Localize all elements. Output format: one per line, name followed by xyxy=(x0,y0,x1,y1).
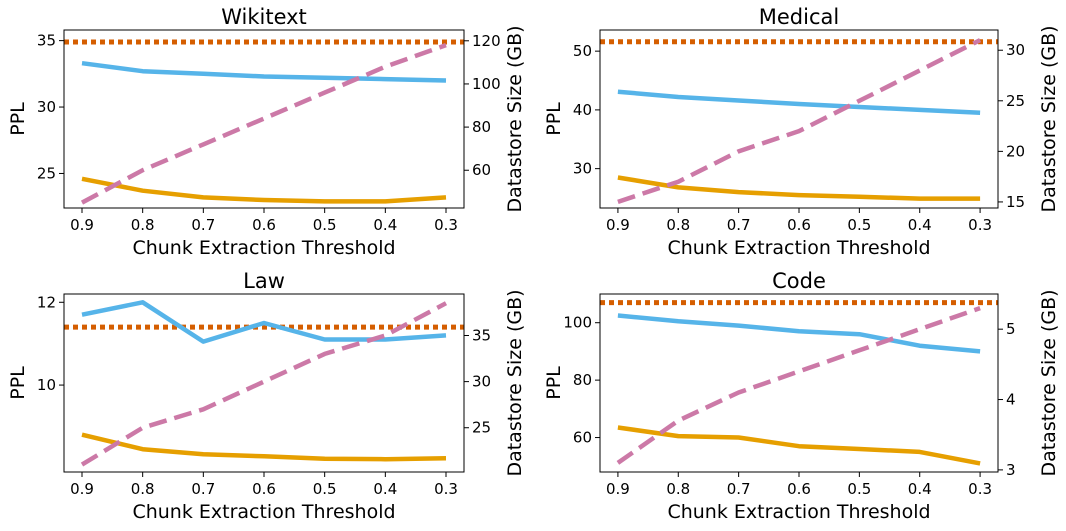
x-tick-label: 0.9 xyxy=(70,216,94,234)
series-line-1 xyxy=(81,176,447,204)
y-tick-label: 50 xyxy=(573,42,592,60)
x-tick-label: 0.7 xyxy=(727,216,751,234)
plot-area xyxy=(64,39,464,205)
y-tick-label: 40 xyxy=(573,101,592,119)
plot-area xyxy=(600,300,998,466)
y2-tick-label: 15 xyxy=(1006,193,1025,211)
y-tick-label: 25 xyxy=(37,164,56,182)
y-tick-label: 80 xyxy=(573,371,592,389)
plot-area xyxy=(64,300,464,467)
y2-tick-label: 25 xyxy=(1006,92,1025,110)
series-line-2 xyxy=(80,42,447,205)
y2-axis-title: Datastore Size (GB) xyxy=(504,25,526,212)
x-tick-label: 0.6 xyxy=(252,216,276,234)
y-tick-label: 35 xyxy=(37,32,56,50)
y-tick-label: 60 xyxy=(573,429,592,447)
y-axis-title: PPL xyxy=(543,102,565,136)
y-axis-title: PPL xyxy=(7,366,29,400)
series-line-0 xyxy=(617,313,981,354)
x-tick-label: 0.8 xyxy=(666,216,690,234)
y2-tick-label: 100 xyxy=(472,75,501,93)
x-tick-label: 0.3 xyxy=(434,480,458,498)
panel-code: 0.9 0.8 0.7 0.6 0.5 0.4 0.3 60 80 100 3 4 5 Code Chunk… xyxy=(543,269,1060,523)
series-line-0 xyxy=(81,300,447,344)
series-line-2 xyxy=(617,38,982,205)
y-tick-label: 100 xyxy=(563,314,592,332)
y2-tick-label: 30 xyxy=(1006,41,1025,59)
series-line-0 xyxy=(617,89,981,116)
y2-tick-label: 35 xyxy=(472,327,491,345)
series-line-0 xyxy=(81,60,447,83)
panel-wikitext: 0.9 0.8 0.7 0.6 0.5 0.4 0.3 25 30 35 60 80 100 120 Wik… xyxy=(7,5,526,259)
y2-axis-title: Datastore Size (GB) xyxy=(1038,25,1060,212)
x-tick-label: 0.3 xyxy=(968,216,992,234)
x-tick-label: 0.4 xyxy=(373,480,397,498)
plot-frame xyxy=(599,29,999,209)
plot-area xyxy=(600,38,998,205)
x-tick-label: 0.7 xyxy=(727,480,751,498)
x-tick-label: 0.6 xyxy=(252,480,276,498)
x-tick-label: 0.7 xyxy=(191,216,215,234)
panel-title: Law xyxy=(243,269,285,293)
y2-tick-label: 3 xyxy=(1006,461,1016,479)
panel-title: Medical xyxy=(759,5,839,29)
x-tick-label: 0.4 xyxy=(373,216,397,234)
x-tick-label: 0.5 xyxy=(313,216,337,234)
plot-frame xyxy=(63,29,465,209)
series-line-1 xyxy=(617,425,981,466)
x-tick-label: 0.3 xyxy=(434,216,458,234)
y2-tick-label: 120 xyxy=(472,32,501,50)
x-tick-label: 0.9 xyxy=(606,480,630,498)
y-axis-title: PPL xyxy=(543,366,565,400)
x-tick-label: 0.5 xyxy=(847,480,871,498)
x-axis-title: Chunk Extraction Threshold xyxy=(667,237,930,259)
y2-tick-label: 5 xyxy=(1006,320,1016,338)
y2-tick-label: 80 xyxy=(472,118,491,136)
x-tick-label: 0.5 xyxy=(313,480,337,498)
x-axis-title: Chunk Extraction Threshold xyxy=(667,501,930,523)
x-tick-label: 0.8 xyxy=(666,480,690,498)
panel-law: 0.9 0.8 0.7 0.6 0.5 0.4 0.3 10 12 25 30 35 Law Chunk … xyxy=(7,269,526,523)
panel-title: Wikitext xyxy=(221,5,307,29)
x-tick-label: 0.9 xyxy=(70,480,94,498)
y-tick-label: 30 xyxy=(573,160,592,178)
y2-tick-label: 25 xyxy=(472,419,491,437)
panel-medical: 0.9 0.8 0.7 0.6 0.5 0.4 0.3 30 40 50 15 20 25 30 Medic… xyxy=(543,5,1060,259)
x-axis-title: Chunk Extraction Threshold xyxy=(132,501,395,523)
x-tick-label: 0.8 xyxy=(131,216,155,234)
y2-axis-title: Datastore Size (GB) xyxy=(1038,289,1060,476)
y-tick-label: 12 xyxy=(37,293,56,311)
x-tick-label: 0.4 xyxy=(908,480,932,498)
y2-tick-label: 20 xyxy=(1006,142,1025,160)
y2-tick-label: 30 xyxy=(472,373,491,391)
series-line-1 xyxy=(617,175,981,201)
x-tick-label: 0.6 xyxy=(787,480,811,498)
panel-title: Code xyxy=(772,269,826,293)
x-tick-label: 0.4 xyxy=(908,216,932,234)
x-tick-label: 0.9 xyxy=(606,216,630,234)
y2-tick-label: 4 xyxy=(1006,391,1016,409)
x-tick-label: 0.7 xyxy=(191,480,215,498)
x-tick-label: 0.8 xyxy=(131,480,155,498)
x-axis-title: Chunk Extraction Threshold xyxy=(132,237,395,259)
x-tick-label: 0.6 xyxy=(787,216,811,234)
y-tick-label: 30 xyxy=(37,98,56,116)
y-axis-title: PPL xyxy=(7,102,29,136)
y-tick-label: 10 xyxy=(37,376,56,394)
x-tick-label: 0.3 xyxy=(968,480,992,498)
y2-axis-title: Datastore Size (GB) xyxy=(504,289,526,476)
series-line-1 xyxy=(81,432,447,462)
x-tick-label: 0.5 xyxy=(847,216,871,234)
y2-tick-label: 60 xyxy=(472,161,491,179)
